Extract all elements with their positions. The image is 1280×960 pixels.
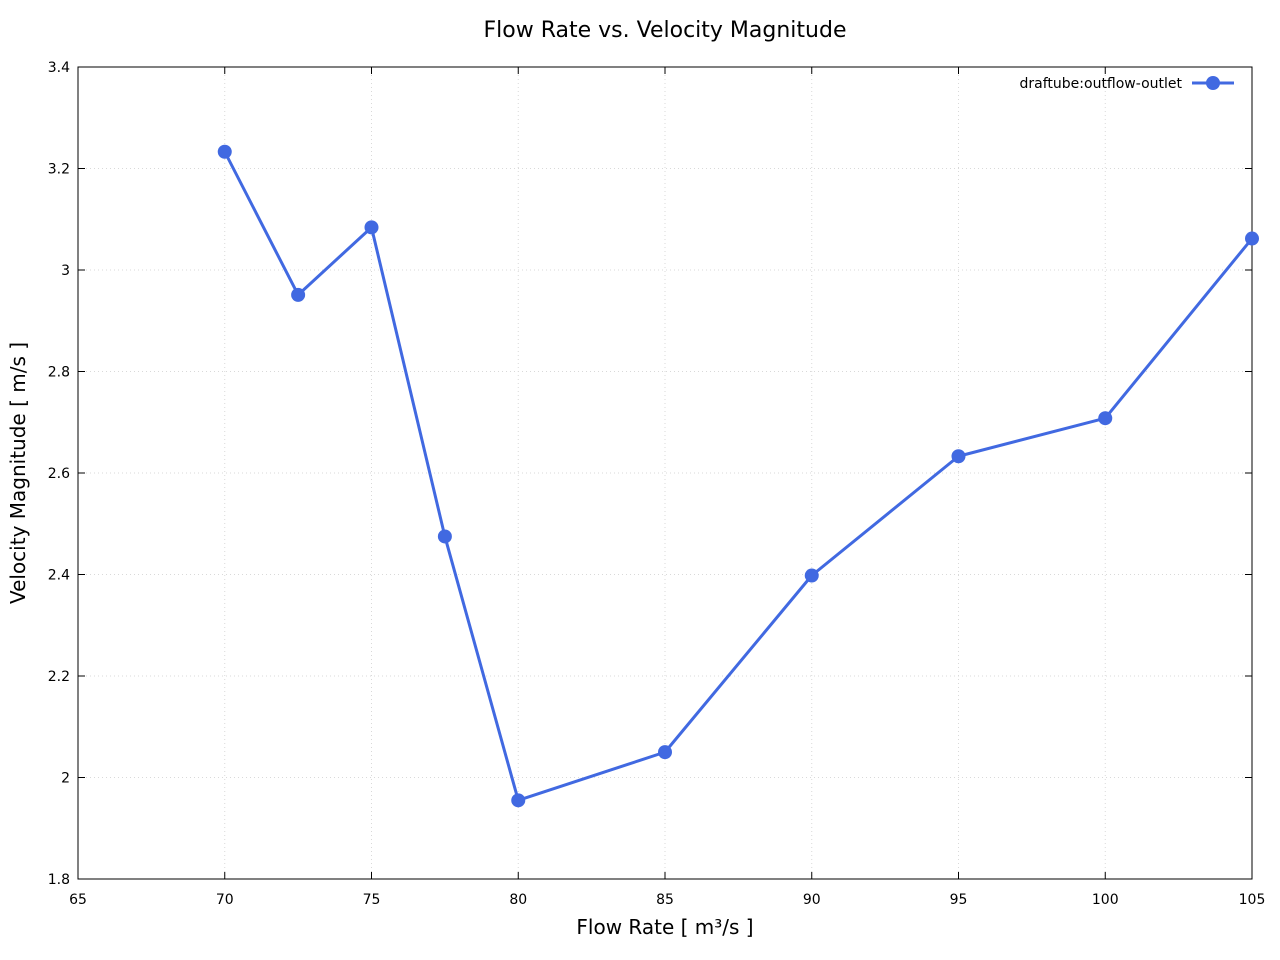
- y-tick-label: 2.4: [48, 568, 70, 584]
- series-line: [223, 151, 1254, 802]
- axis-ticks: [77, 66, 1253, 880]
- y-tick-label: 2.6: [48, 466, 70, 482]
- x-tick-label: 90: [803, 892, 821, 908]
- x-tick-label: 105: [1239, 892, 1266, 908]
- data-point: [511, 793, 526, 808]
- legend-marker: [1206, 76, 1220, 90]
- y-tick-label: 1.8: [48, 872, 70, 888]
- x-tick-label: 85: [656, 892, 674, 908]
- data-point: [217, 144, 232, 159]
- y-axis-label: Velocity Magnitude [ m/s ]: [6, 342, 30, 604]
- legend-label: draftube:outflow-outlet: [1020, 76, 1183, 92]
- x-axis-label: Flow Rate [ m³/s ]: [576, 915, 753, 939]
- x-tick-labels: 65 70 75 80 85 90 95 100 105: [69, 892, 1265, 908]
- y-tick-label: 2.8: [48, 365, 70, 381]
- data-point: [437, 529, 452, 544]
- x-tick-label: 75: [363, 892, 381, 908]
- data-point: [951, 449, 966, 464]
- data-point: [658, 745, 672, 760]
- y-tick-label: 3.4: [48, 60, 70, 76]
- data-point: [804, 568, 819, 583]
- x-tick-label: 70: [216, 892, 234, 908]
- chart-title: Flow Rate vs. Velocity Magnitude: [484, 18, 847, 43]
- y-tick-label: 2: [61, 771, 70, 787]
- y-tick-label: 3.2: [48, 162, 70, 178]
- data-point: [364, 220, 379, 235]
- grid: [78, 67, 1252, 879]
- x-tick-label: 100: [1092, 892, 1119, 908]
- y-tick-label: 3: [61, 263, 70, 279]
- x-tick-label: 80: [509, 892, 527, 908]
- data-point: [1245, 231, 1259, 246]
- data-point: [291, 287, 306, 302]
- series-layer: [217, 144, 1259, 808]
- y-tick-labels: 1.8 2 2.2 2.4 2.6 2.8 3 3.2 3.4: [48, 60, 70, 888]
- x-tick-label: 95: [950, 892, 968, 908]
- data-point: [1098, 411, 1113, 426]
- x-tick-label: 65: [69, 892, 87, 908]
- legend: draftube:outflow-outlet: [1020, 76, 1234, 92]
- y-tick-label: 2.2: [48, 669, 70, 685]
